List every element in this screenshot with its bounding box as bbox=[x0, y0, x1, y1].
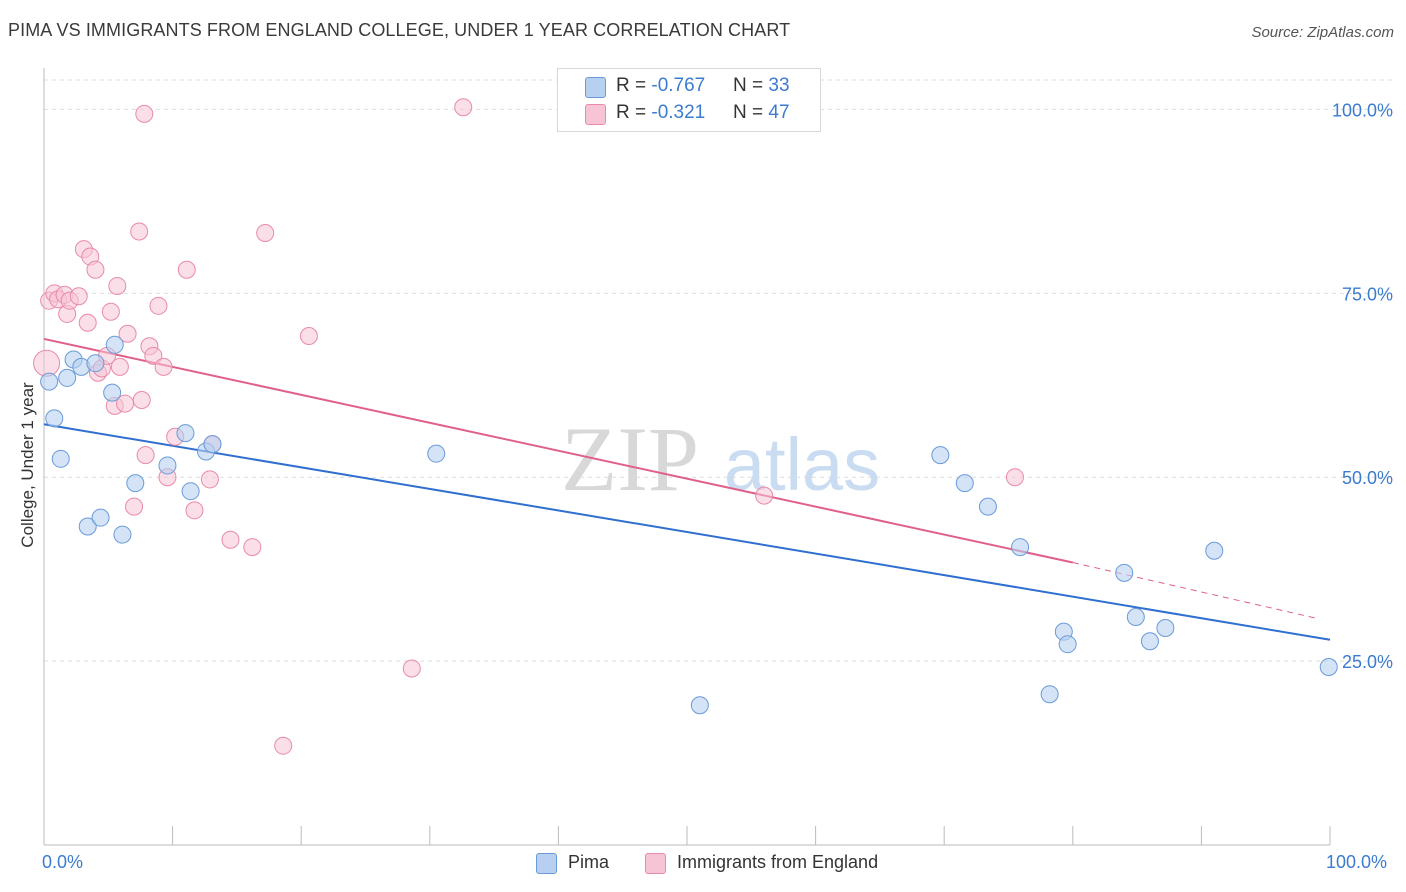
trend-line-england-extension bbox=[1072, 562, 1318, 619]
pima-point bbox=[1040, 685, 1059, 704]
england-point bbox=[402, 659, 421, 678]
england-r: R = -0.321 bbox=[616, 102, 706, 123]
pima-swatch bbox=[585, 77, 606, 98]
pima-r: R = -0.767 bbox=[616, 75, 706, 96]
england-point bbox=[108, 276, 127, 295]
pima-point bbox=[1140, 632, 1159, 651]
legend-england-label: Immigrants from England bbox=[677, 852, 879, 872]
stats-legend: R = -0.767 N = 33 R = -0.321 N = 47 bbox=[557, 68, 821, 132]
england-point bbox=[78, 313, 97, 332]
pima-point bbox=[690, 696, 709, 715]
england-point bbox=[135, 104, 154, 123]
stats-row-england: R = -0.321 N = 47 bbox=[558, 100, 820, 128]
stats-row-pima: R = -0.767 N = 33 bbox=[558, 73, 820, 101]
x-tick-label-min: 0.0% bbox=[42, 852, 84, 872]
pima-point bbox=[86, 354, 105, 373]
england-point bbox=[185, 501, 204, 520]
pima-point bbox=[1319, 657, 1338, 676]
pima-point bbox=[158, 456, 177, 475]
pima-point bbox=[45, 409, 64, 428]
england-point bbox=[69, 287, 88, 306]
england-point bbox=[221, 530, 240, 549]
england-point bbox=[256, 224, 275, 242]
pima-point bbox=[113, 525, 132, 544]
pima-point bbox=[1126, 607, 1145, 626]
pima-point bbox=[427, 444, 446, 463]
watermark-atlas: atlas bbox=[724, 423, 880, 506]
y-tick-labels: 25.0% 50.0% 75.0% 100.0% bbox=[1332, 100, 1393, 672]
pima-point bbox=[91, 508, 110, 527]
y-axis-label: College, Under 1 year bbox=[18, 382, 37, 548]
pima-point bbox=[40, 372, 59, 391]
pima-point bbox=[58, 368, 77, 387]
pima-point bbox=[181, 482, 200, 501]
england-point bbox=[130, 222, 149, 241]
england-point bbox=[33, 349, 61, 377]
data-points bbox=[33, 98, 1338, 755]
england-point bbox=[177, 260, 196, 279]
pima-point bbox=[203, 435, 222, 454]
pima-point bbox=[103, 383, 122, 402]
pima-point bbox=[126, 474, 145, 493]
england-point bbox=[136, 446, 155, 465]
england-point bbox=[116, 394, 135, 413]
england-point bbox=[149, 296, 168, 315]
legend-england-swatch bbox=[645, 853, 666, 874]
pima-point bbox=[105, 335, 124, 354]
england-swatch bbox=[585, 104, 606, 125]
gridlines bbox=[44, 79, 1392, 662]
england-point bbox=[144, 346, 163, 365]
england-point bbox=[154, 357, 173, 376]
england-point bbox=[274, 736, 293, 755]
pima-point bbox=[51, 449, 70, 468]
pima-n: N = 33 bbox=[733, 75, 790, 96]
legend-pima-label: Pima bbox=[568, 852, 610, 872]
trend-line-pima bbox=[43, 423, 1331, 641]
england-point bbox=[1005, 468, 1024, 487]
england-point bbox=[299, 326, 318, 345]
england-point bbox=[132, 390, 151, 409]
series-legend: Pima Immigrants from England bbox=[0, 852, 1406, 878]
pima-point bbox=[1011, 538, 1030, 557]
pima-point bbox=[978, 497, 997, 516]
pima-point bbox=[1205, 541, 1224, 560]
england-point bbox=[454, 98, 473, 117]
pima-point bbox=[1058, 635, 1077, 654]
watermark-zip: ZIP bbox=[561, 408, 699, 510]
legend-pima-swatch bbox=[536, 853, 557, 874]
pima-point bbox=[176, 424, 195, 443]
y-tick-label-100: 100.0% bbox=[1332, 100, 1393, 120]
trend-line-england bbox=[43, 337, 1074, 564]
y-tick-label-75: 75.0% bbox=[1342, 284, 1393, 304]
england-point bbox=[200, 470, 219, 489]
england-point bbox=[125, 497, 144, 516]
chart-title: PIMA VS IMMIGRANTS FROM ENGLAND COLLEGE,… bbox=[8, 20, 791, 40]
pima-point bbox=[931, 446, 950, 465]
pima-point bbox=[1156, 619, 1175, 638]
england-point bbox=[755, 486, 774, 505]
pima-point bbox=[78, 517, 97, 536]
watermark: ZIP atlas bbox=[561, 408, 880, 510]
x-tick-label-max: 100.0% bbox=[1326, 852, 1388, 872]
england-point bbox=[86, 260, 105, 279]
source-label: Source: ZipAtlas.com bbox=[1251, 24, 1394, 41]
england-point bbox=[110, 357, 129, 376]
y-tick-label-25: 25.0% bbox=[1342, 652, 1393, 672]
y-tick-label-50: 50.0% bbox=[1342, 468, 1393, 488]
trend-lines bbox=[43, 337, 1331, 641]
england-point bbox=[101, 302, 120, 321]
england-n: N = 47 bbox=[733, 102, 790, 123]
pima-point bbox=[1115, 563, 1134, 582]
axes bbox=[43, 68, 1331, 846]
england-point bbox=[243, 538, 262, 557]
pima-point bbox=[955, 474, 974, 493]
england-point bbox=[118, 324, 137, 343]
